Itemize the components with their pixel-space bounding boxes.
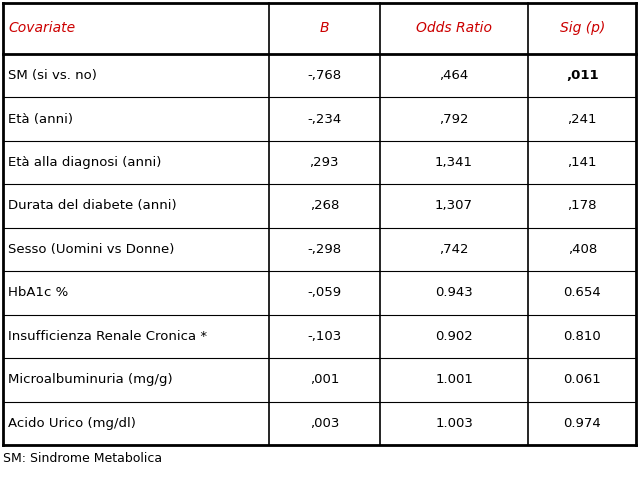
Text: -,768: -,768 — [307, 69, 341, 82]
Text: Covariate: Covariate — [8, 22, 75, 35]
Text: 0.943: 0.943 — [435, 286, 473, 299]
Text: 1,307: 1,307 — [435, 199, 473, 213]
Text: ,141: ,141 — [567, 156, 597, 169]
Text: ,241: ,241 — [567, 113, 597, 125]
Text: ,792: ,792 — [439, 113, 469, 125]
Text: Età (anni): Età (anni) — [8, 113, 73, 125]
Text: 0.654: 0.654 — [564, 286, 601, 299]
Text: ,178: ,178 — [567, 199, 597, 213]
Text: Sig (p): Sig (p) — [560, 22, 605, 35]
Text: Sesso (Uomini vs Donne): Sesso (Uomini vs Donne) — [8, 243, 174, 256]
Text: Microalbuminuria (mg/g): Microalbuminuria (mg/g) — [8, 373, 173, 386]
Text: 1,341: 1,341 — [435, 156, 473, 169]
Text: 0.902: 0.902 — [435, 330, 473, 343]
Text: -,298: -,298 — [307, 243, 341, 256]
Text: 0.974: 0.974 — [564, 417, 601, 430]
Text: ,742: ,742 — [439, 243, 469, 256]
Text: ,293: ,293 — [309, 156, 339, 169]
Text: SM (si vs. no): SM (si vs. no) — [8, 69, 97, 82]
Text: HbA1c %: HbA1c % — [8, 286, 68, 299]
Text: ,001: ,001 — [309, 373, 339, 386]
Text: ,464: ,464 — [440, 69, 468, 82]
Text: Durata del diabete (anni): Durata del diabete (anni) — [8, 199, 177, 213]
Text: ,268: ,268 — [309, 199, 339, 213]
Text: ,011: ,011 — [566, 69, 599, 82]
Text: 0.810: 0.810 — [564, 330, 601, 343]
Text: 0.061: 0.061 — [564, 373, 601, 386]
Text: Odds Ratio: Odds Ratio — [416, 22, 492, 35]
Text: ,408: ,408 — [567, 243, 597, 256]
Text: SM: Sindrome Metabolica: SM: Sindrome Metabolica — [3, 452, 162, 465]
Text: 1.003: 1.003 — [435, 417, 473, 430]
Text: -,059: -,059 — [307, 286, 341, 299]
Text: Acido Urico (mg/dl): Acido Urico (mg/dl) — [8, 417, 136, 430]
Text: Insufficienza Renale Cronica *: Insufficienza Renale Cronica * — [8, 330, 207, 343]
Text: 1.001: 1.001 — [435, 373, 473, 386]
Text: Età alla diagnosi (anni): Età alla diagnosi (anni) — [8, 156, 162, 169]
Text: -,234: -,234 — [307, 113, 341, 125]
Text: B: B — [320, 22, 329, 35]
Text: ,003: ,003 — [309, 417, 339, 430]
Text: -,103: -,103 — [307, 330, 341, 343]
